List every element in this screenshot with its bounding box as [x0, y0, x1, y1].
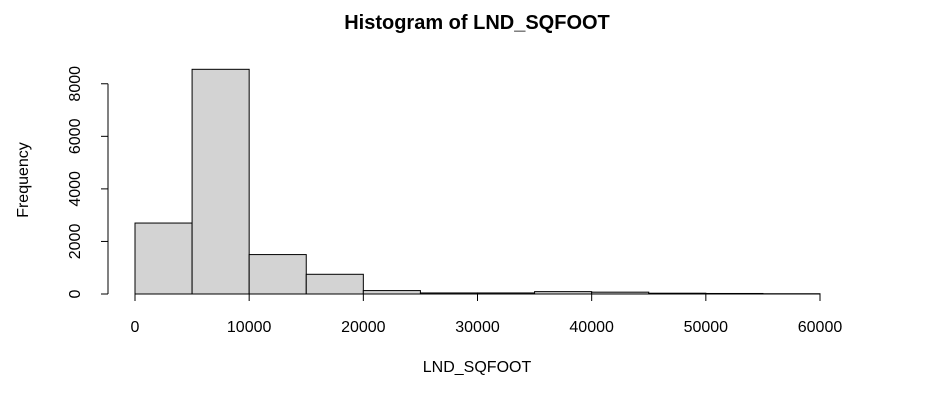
- x-tick-label: 10000: [227, 319, 272, 336]
- chart-title: Histogram of LND_SQFOOT: [344, 12, 610, 34]
- x-tick-label: 60000: [798, 319, 843, 336]
- y-tick-label: 4000: [67, 171, 84, 207]
- y-tick-label: 6000: [67, 118, 84, 154]
- x-tick-label: 40000: [569, 319, 614, 336]
- histogram-bar: [362, 290, 421, 295]
- bars-group: [134, 68, 821, 295]
- y-tick-label: 0: [67, 289, 84, 298]
- y-tick-label: 8000: [67, 66, 84, 102]
- x-axis: 0 10000 20000 30000 40000 50000 60000: [131, 293, 843, 336]
- histogram-bar: [305, 273, 364, 295]
- histogram-bar: [248, 254, 307, 295]
- histogram-bar: [191, 68, 250, 295]
- y-tick-label: 2000: [67, 224, 84, 260]
- x-tick-label: 20000: [341, 319, 386, 336]
- x-tick-label: 0: [131, 319, 140, 336]
- y-axis-label: Frequency: [15, 142, 32, 218]
- x-tick-label: 30000: [455, 319, 500, 336]
- histogram-bar: [134, 222, 193, 295]
- x-tick-label: 50000: [684, 319, 729, 336]
- x-axis-label: LND_SQFOOT: [423, 359, 532, 376]
- y-axis: 0 2000 4000 6000 8000: [67, 66, 109, 298]
